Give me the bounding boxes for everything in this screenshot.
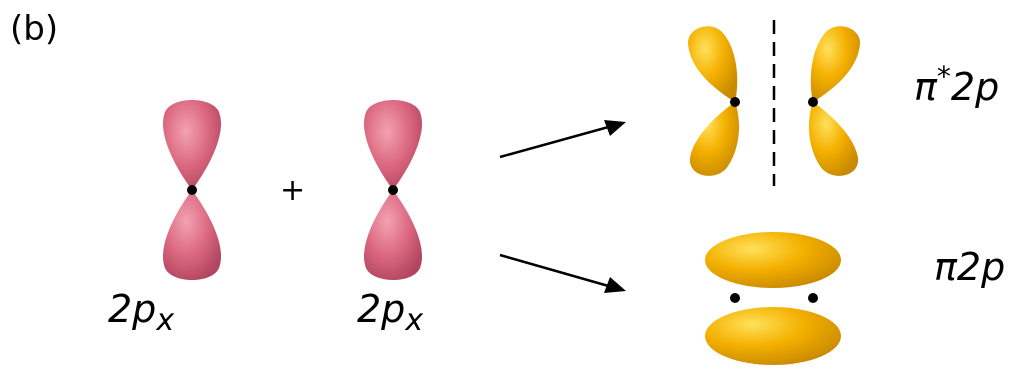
left-orbital-lower-lobe (163, 190, 221, 280)
antibonding-label-sup: * (936, 60, 951, 93)
pi-right-nucleus (808, 293, 818, 303)
left-orbital-label: 2px (108, 287, 174, 336)
panel-label: (b) (10, 9, 59, 49)
pi-star-right-upper-lobe (810, 26, 861, 102)
antibonding-label-tail: 2p (950, 65, 1000, 109)
left-orbital-label-main: 2p (108, 287, 157, 331)
pi-star-left-upper-lobe (687, 26, 738, 102)
antibonding-label: π*2p (914, 63, 1000, 109)
pi-star-left-nucleus (730, 97, 740, 107)
pi-lower-lobe (705, 307, 841, 365)
left-orbital-label-sub: x (156, 303, 175, 338)
left-orbital-upper-lobe (163, 100, 221, 190)
pi-star-right-nucleus (808, 97, 818, 107)
arrow-to-bonding (499, 253, 626, 293)
bonding-label: π2p (934, 248, 1005, 286)
left-orbital-nucleus (187, 185, 197, 195)
pi-star-right-lower-lobe (808, 102, 859, 176)
bonding-label-main: π (934, 245, 957, 289)
pi-left-nucleus (730, 293, 740, 303)
pi-star-left-lower-lobe (689, 102, 740, 176)
plus-sign: + (280, 173, 306, 208)
right-orbital-label-main: 2p (357, 287, 406, 331)
antibonding-pi-star-orbital (687, 20, 861, 186)
pi-upper-lobe (705, 232, 841, 288)
right-orbital-label-sub: x (405, 303, 424, 338)
arrow-to-antibonding (499, 120, 626, 159)
bonding-label-tail: 2p (956, 245, 1006, 289)
antibonding-label-main: π (914, 65, 937, 109)
right-orbital-label: 2px (357, 287, 423, 336)
right-orbital-nucleus (388, 185, 398, 195)
right-2px-orbital (364, 100, 422, 280)
right-orbital-upper-lobe (364, 100, 422, 190)
right-orbital-lower-lobe (364, 190, 422, 280)
bonding-pi-orbital (705, 232, 841, 365)
left-2px-orbital (163, 100, 221, 280)
